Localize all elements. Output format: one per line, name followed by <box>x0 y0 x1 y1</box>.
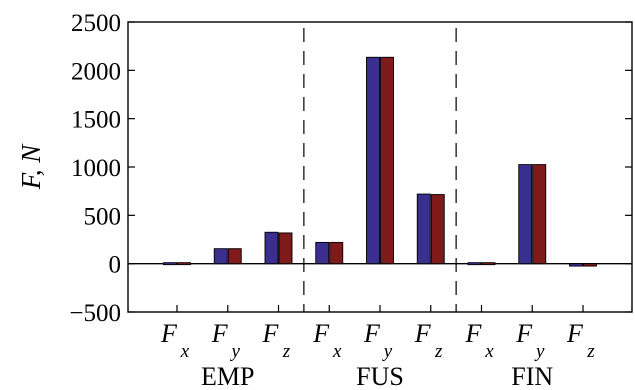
bar <box>227 248 242 265</box>
bar <box>329 241 344 265</box>
y-tick-label: 2000 <box>71 58 121 85</box>
group-label: FIN <box>511 362 553 390</box>
group-dividers <box>303 28 457 312</box>
x-tick-label-sub: x <box>332 341 342 362</box>
x-tick-label-sub: y <box>534 341 545 362</box>
group-label: FUS <box>356 362 404 390</box>
x-tick-label-sub: x <box>180 341 190 362</box>
x-tick-label-sub: z <box>586 341 595 362</box>
x-tick-label-sub: y <box>382 341 393 362</box>
bar <box>315 241 330 265</box>
bar <box>569 263 583 267</box>
y-tick-label: 1500 <box>71 107 121 134</box>
x-tick-label-sub: z <box>434 341 443 362</box>
bar <box>366 56 380 265</box>
bars-layer <box>163 56 597 267</box>
x-tick-label-main: F <box>312 319 330 348</box>
bar <box>278 232 293 265</box>
x-tick-label-main: F <box>363 319 381 348</box>
bar <box>213 248 228 265</box>
bar <box>380 56 394 265</box>
y-tick-label: 500 <box>84 203 122 230</box>
bar <box>518 164 533 265</box>
y-tick-label: −500 <box>69 300 121 327</box>
bar <box>583 263 597 267</box>
y-tick-label: 0 <box>109 252 122 279</box>
group-label: EMP <box>201 362 254 390</box>
x-tick-label-main: F <box>262 319 280 348</box>
bar <box>467 262 482 266</box>
y-axis: −500 0 500 1000 1500 2000 2500 <box>69 10 632 327</box>
x-tick-label-main: F <box>211 319 229 348</box>
x-tick-label-sub: y <box>230 341 241 362</box>
bar <box>481 262 496 266</box>
x-tick-label-main: F <box>515 319 533 348</box>
bar <box>430 194 445 265</box>
bar <box>163 262 177 266</box>
plot-border <box>127 21 633 313</box>
y-axis-title: F, N <box>16 143 46 191</box>
bar <box>264 231 279 265</box>
y-tick-label: 2500 <box>71 10 121 37</box>
x-tick-label-main: F <box>566 319 584 348</box>
bar <box>416 193 431 265</box>
plot-frame <box>127 21 633 313</box>
y-tick-label: 1000 <box>71 155 121 182</box>
bar <box>532 164 547 265</box>
x-tick-label-sub: x <box>484 341 494 362</box>
x-tick-label-main: F <box>160 319 178 348</box>
x-tick-label-main: F <box>414 319 432 348</box>
x-tick-label-main: F <box>465 319 483 348</box>
x-tick-label-sub: z <box>282 341 291 362</box>
bar <box>177 262 191 266</box>
